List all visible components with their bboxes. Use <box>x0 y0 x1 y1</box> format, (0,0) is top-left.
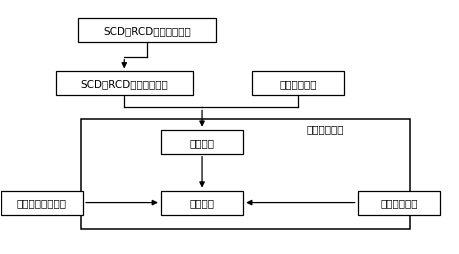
Text: 匹配单元: 匹配单元 <box>190 198 214 208</box>
FancyBboxPatch shape <box>358 191 440 215</box>
Text: 报文信号获取单元: 报文信号获取单元 <box>17 198 67 208</box>
Text: SCD与RCD文件获取单元: SCD与RCD文件获取单元 <box>103 26 191 36</box>
Text: 点号选择单元: 点号选择单元 <box>380 198 418 208</box>
FancyBboxPatch shape <box>1 191 83 215</box>
Text: 点表获取单元: 点表获取单元 <box>280 79 317 89</box>
FancyBboxPatch shape <box>81 119 410 229</box>
FancyBboxPatch shape <box>56 72 193 96</box>
FancyBboxPatch shape <box>161 191 243 215</box>
Text: 对比单元: 对比单元 <box>190 137 214 147</box>
FancyBboxPatch shape <box>78 19 216 43</box>
FancyBboxPatch shape <box>161 130 243 154</box>
FancyBboxPatch shape <box>252 72 344 96</box>
Text: SCD与RCD文件解析单元: SCD与RCD文件解析单元 <box>80 79 168 89</box>
Text: 自动验收单元: 自动验收单元 <box>307 123 344 133</box>
